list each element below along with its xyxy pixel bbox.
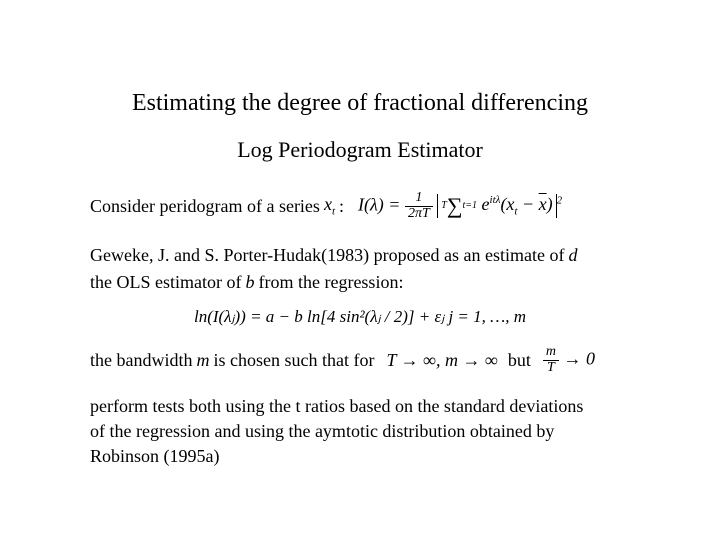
periodogram-intro-row: Consider peridogram of a series xt : I(λ…: [90, 191, 630, 221]
ols-line: the OLS estimator of b from the regressi…: [90, 272, 630, 293]
math-xt: xt: [320, 194, 339, 218]
geweke-line: Geweke, J. and S. Porter-Hudak(1983) pro…: [90, 245, 630, 266]
slide-subtitle: Log Periodogram Estimator: [90, 137, 630, 163]
text-but: but: [508, 350, 531, 371]
text-consider: Consider peridogram of a series: [90, 196, 320, 217]
slide-title: Estimating the degree of fractional diff…: [90, 90, 630, 117]
regression-equation: ln(I(λⱼ)) = a − b ln[4 sin²(λⱼ / 2)] + ε…: [90, 307, 630, 327]
math-d: d: [565, 245, 582, 266]
conclusion-line-2: of the regression and using the aymtotic…: [90, 421, 630, 442]
text-ols-b: from the regression:: [258, 272, 403, 293]
colon: :: [339, 196, 344, 217]
text-ols-a: the OLS estimator of: [90, 272, 241, 293]
text-bandwidth-a: the bandwidth: [90, 350, 192, 371]
math-m: m: [192, 350, 213, 371]
text-bandwidth-b: is chosen such that for: [213, 350, 374, 371]
cond-T-m: T → ∞, m → ∞: [382, 350, 501, 371]
math-b: b: [241, 272, 258, 293]
conclusion-line-1: perform tests both using the t ratios ba…: [90, 396, 630, 417]
periodogram-formula: I(λ) = 1 2πT T∑t=1 eitλ(xt − x) 2: [358, 191, 562, 221]
conclusion-line-3: Robinson (1995a): [90, 446, 630, 467]
text-geweke: Geweke, J. and S. Porter-Hudak(1983) pro…: [90, 245, 565, 266]
bandwidth-line: the bandwidth m is chosen such that for …: [90, 345, 630, 375]
cond-m-over-T: m T → 0: [539, 345, 599, 375]
